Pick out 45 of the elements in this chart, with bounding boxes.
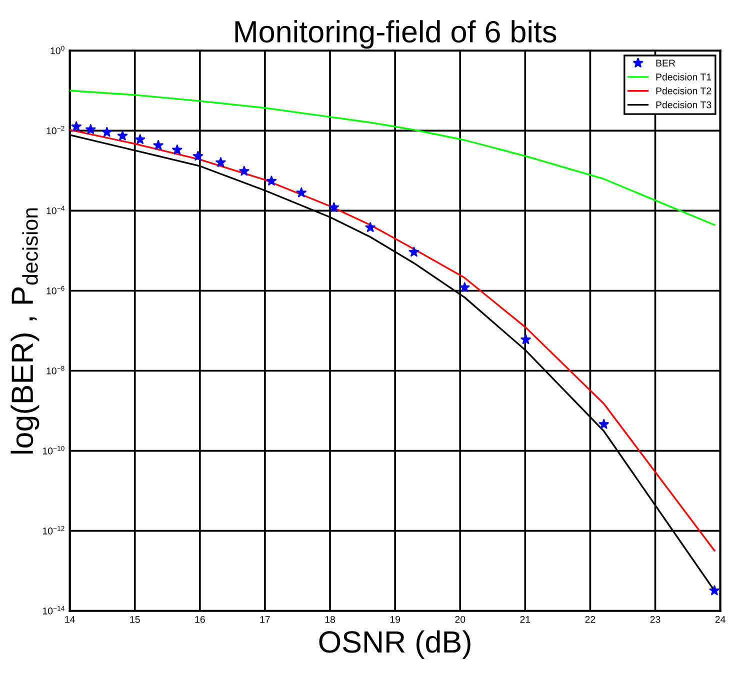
y-tick-label: 10$^{0}$: [50, 46, 64, 54]
point: [192, 150, 204, 161]
legend-label: Pdecision T1: [656, 73, 712, 80]
x-tick-label: 23: [650, 616, 660, 623]
x-tick-label: 15: [130, 616, 140, 623]
point: [71, 121, 82, 132]
y-tick-label: 10$^{−2}$: [46, 126, 64, 134]
y-tick-label: 10$^{−10}$: [42, 446, 64, 454]
point: [520, 334, 531, 344]
x-tick-label: 16: [195, 616, 205, 623]
point: [86, 124, 96, 134]
x-tick-label: 14: [65, 616, 75, 623]
x-axis-title: OSNR (dB): [319, 630, 470, 659]
point: [153, 140, 164, 150]
y-axis-title: log(BER) , P$_{decision}$: [10, 208, 40, 454]
x-tick-label: 19: [390, 616, 400, 623]
legend-label: Pdecision T3: [656, 101, 712, 108]
y-tick-label: 10$^{−12}$: [42, 526, 64, 534]
point: [216, 157, 226, 167]
point: [117, 130, 128, 140]
point: [460, 282, 470, 292]
point: [102, 126, 112, 137]
y-tick-label: 10$^{−14}$: [42, 606, 64, 614]
point: [328, 202, 340, 212]
x-tick-label: 17: [260, 616, 270, 623]
x-tick-label: 20: [455, 616, 466, 623]
point: [134, 134, 146, 144]
point: [239, 166, 250, 176]
x-tick-label: 21: [520, 616, 530, 623]
y-tick-label: 10$^{−8}$: [46, 366, 64, 374]
point: [266, 176, 277, 186]
point: [709, 585, 720, 596]
point: [408, 246, 420, 257]
point: [598, 418, 609, 429]
x-tick-label: 22: [585, 616, 596, 623]
legend-label: BER: [656, 60, 676, 66]
y-tick-label: 10$^{−4}$: [46, 206, 64, 214]
y-tick-label: 10$^{−6}$: [46, 286, 64, 294]
chart-title: Monitoring-field of 6 bits: [235, 20, 556, 49]
x-tick-label: 24: [715, 616, 726, 623]
point: [365, 222, 376, 232]
point: [296, 187, 307, 198]
point: [172, 144, 182, 154]
x-tick-label: 18: [325, 616, 335, 623]
legend-label: Pdecision T2: [656, 87, 712, 94]
